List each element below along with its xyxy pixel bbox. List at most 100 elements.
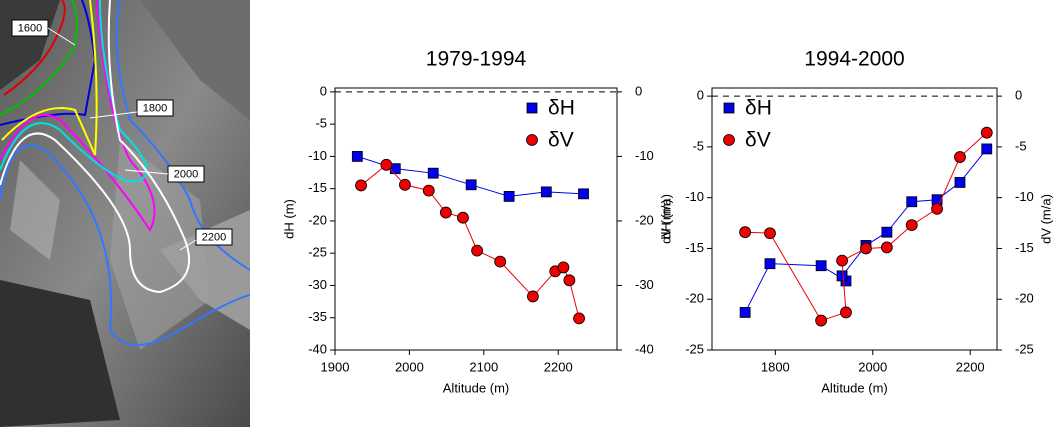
y-tick-label: -35 [308,309,327,324]
marker [457,211,469,224]
chart: 1994-2000 0 -5 -10 -15 -20 -25 0 -5 -10 -15 -20 -25 1… [658,48,1053,396]
y-tick-label: -15 [308,180,327,195]
chart-title: 1979-1994 [426,48,527,71]
y-tick-label: -20 [308,212,327,227]
marker [573,312,585,325]
marker [503,191,515,202]
legend-marker [526,102,538,114]
marker [351,151,363,162]
y-tick-label: -20 [685,291,704,306]
marker [739,307,751,318]
y2-tick-label: -10 [1015,189,1034,204]
marker [563,274,576,287]
marker [980,126,993,139]
marker [739,226,752,239]
legend-label: δV [548,129,574,152]
y2-tick-label: -25 [1015,341,1034,356]
plot-frame [711,87,998,351]
y-axis-label: dH (m) [658,199,673,239]
y2-tick-label: -5 [1015,138,1027,153]
legend-label: δH [745,97,772,120]
y2-tick-label: -20 [635,212,654,227]
marker [954,151,966,163]
legend-marker [723,102,735,114]
marker [860,242,872,255]
x-tick-label: 1900 [321,359,350,374]
marker [981,143,993,155]
x-tick-label: 1800 [761,359,790,374]
marker [880,241,893,254]
marker [427,167,439,179]
marker [764,258,776,270]
marker [399,178,411,191]
y-tick-label: -25 [308,245,327,260]
x-tick-label: 2000 [395,359,424,374]
legend-label: δH [548,97,575,120]
y2-tick-label: -30 [635,277,654,292]
y-tick-label: -25 [685,341,704,356]
marker [840,306,852,319]
y2-tick-label: 0 [635,83,642,98]
y-tick-label: -15 [685,240,704,255]
y2-tick-label: -15 [1015,240,1034,255]
plot [351,151,589,325]
chart-title: 1994-2000 [804,48,904,71]
marker [439,206,452,219]
contour-label: 1800 [143,102,167,114]
contour-label: 2000 [174,168,198,180]
x-axis-label: Altitude (m) [443,380,509,395]
marker [905,219,918,231]
y-tick-label: 0 [320,83,327,98]
marker [527,290,539,303]
marker [881,226,893,238]
contour-label: 2200 [202,231,226,243]
marker [578,188,589,200]
y-axis-label: dH (m) [281,199,296,239]
marker [422,184,435,197]
y2-axis-label: dV (m/a) [1038,194,1053,244]
y-tick-label: -5 [692,138,704,153]
x-tick-label: 2100 [469,359,498,374]
legend-marker [723,134,735,146]
legend-marker [526,134,538,146]
y2-tick-label: 0 [1015,88,1022,103]
marker [380,158,393,171]
y2-tick-label: -40 [635,341,654,356]
x-tick-label: 2200 [544,359,573,374]
contour-label: 1600 [18,22,42,34]
marker [836,270,848,282]
marker [540,186,552,198]
marker [815,260,827,272]
y-tick-label: -40 [308,341,327,356]
marker [815,314,828,327]
marker [465,179,477,191]
series-line [744,148,988,313]
y-tick-label: -10 [685,189,704,204]
y-tick-label: -10 [308,148,327,163]
marker [355,179,367,192]
y-tick-label: -5 [315,116,327,131]
y2-tick-label: -20 [1015,291,1034,306]
x-axis-label: Altitude (m) [821,380,887,395]
y2-tick-label: -10 [635,148,654,163]
y-tick-label: -30 [308,277,327,292]
marker [906,196,918,208]
marker [836,254,848,267]
marker [557,261,570,274]
x-tick-label: 2000 [858,359,887,374]
plot [739,126,993,327]
glacier-image: 1600 1800 2000 2200 [0,0,250,427]
legend-label: δV [745,129,771,152]
y-tick-label: 0 [697,88,704,103]
series-line [745,132,988,322]
y2-axis-label: dV (m/a) [658,194,673,244]
marker [471,244,484,257]
marker [764,227,776,240]
plot-frame [334,87,618,351]
chart: 1979-1994 0 -5 -10 -15 -20 -25 -30 -35 -40 0 -10 -20… [281,48,673,396]
marker [494,255,507,268]
x-tick-label: 2200 [956,359,985,374]
marker [931,202,943,215]
marker [954,177,966,188]
